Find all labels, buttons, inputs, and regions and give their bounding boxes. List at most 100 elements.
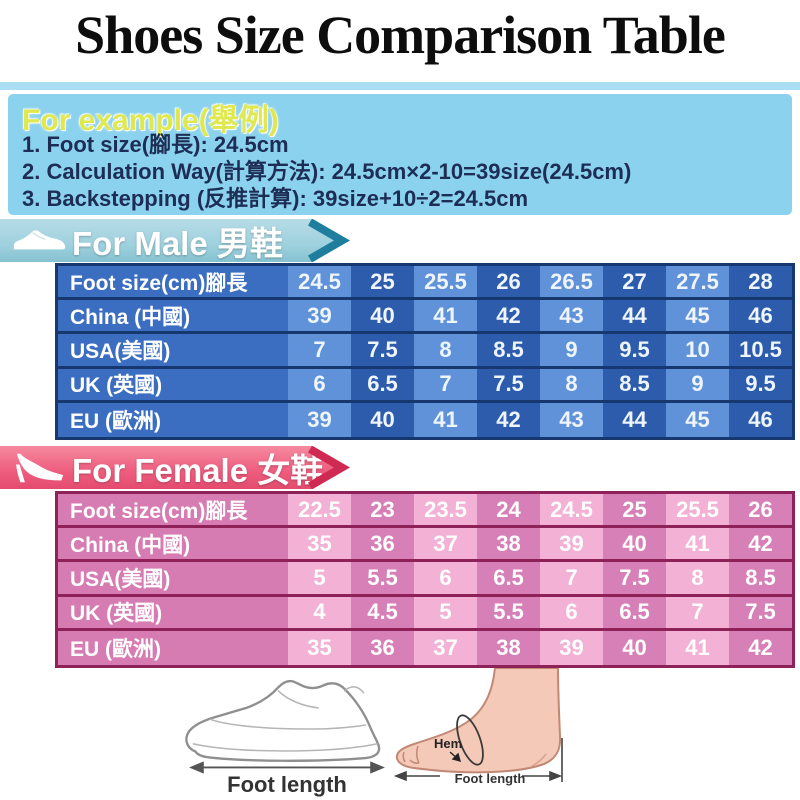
title-divider (0, 82, 800, 90)
size-row-label: EU (歐洲) (58, 402, 288, 437)
size-value-cell: 46 (729, 300, 792, 335)
size-value-cell: 45 (666, 300, 729, 335)
size-value-cell: 25 (603, 494, 666, 529)
size-value-cell: 37 (414, 528, 477, 563)
size-row-label: China (中國) (58, 300, 288, 335)
size-value-cell: 40 (351, 402, 414, 437)
size-value-cell: 4 (288, 596, 351, 631)
size-value-cell: 42 (729, 528, 792, 563)
size-value-cell: 9 (666, 368, 729, 403)
size-value-cell: 42 (729, 630, 792, 665)
sneaker-sketch (185, 679, 385, 774)
foot-diagram (393, 668, 563, 782)
size-value-cell: 38 (477, 528, 540, 563)
size-value-cell: 23 (351, 494, 414, 529)
size-value-cell: 37 (414, 630, 477, 665)
size-value-cell: 25.5 (666, 494, 729, 529)
size-value-cell: 6 (414, 562, 477, 597)
female-banner-label: For Female 女鞋 (72, 451, 324, 489)
female-banner-arrow-icon (307, 446, 350, 489)
size-value-cell: 36 (351, 630, 414, 665)
example-line-foot-size: 1. Foot size(腳長): 24.5cm (22, 132, 289, 157)
male-banner-label: For Male 男鞋 (72, 224, 283, 262)
female-banner-band: For Female 女鞋 (0, 446, 345, 489)
size-value-cell: 9.5 (729, 368, 792, 403)
size-value-cell: 40 (603, 528, 666, 563)
high-heel-icon (16, 453, 64, 483)
size-value-cell: 42 (477, 300, 540, 335)
size-value-cell: 7.5 (729, 596, 792, 631)
size-value-cell: 5 (288, 562, 351, 597)
foot-length-label: Foot length (454, 771, 526, 786)
size-value-cell: 41 (666, 528, 729, 563)
size-value-cell: 6.5 (603, 596, 666, 631)
size-value-cell: 7 (414, 368, 477, 403)
example-heading: For example(舉例) (22, 104, 279, 137)
size-value-cell: 39 (540, 630, 603, 665)
size-value-cell: 41 (414, 402, 477, 437)
size-value-cell: 43 (540, 402, 603, 437)
size-value-cell: 10.5 (729, 334, 792, 369)
hem-girth-loop (456, 714, 484, 766)
size-row-label: UK (英國) (58, 368, 288, 403)
size-value-cell: 8 (666, 562, 729, 597)
size-value-cell: 27.5 (666, 266, 729, 301)
size-value-cell: 26 (477, 266, 540, 301)
size-row-label: Foot size(cm)腳長 (58, 494, 288, 529)
size-value-cell: 8.5 (477, 334, 540, 369)
size-row-label: EU (歐洲) (58, 630, 288, 665)
size-value-cell: 26.5 (540, 266, 603, 301)
male-banner-arrow-icon (307, 219, 350, 262)
size-value-cell: 6 (288, 368, 351, 403)
size-value-cell: 43 (540, 300, 603, 335)
size-value-cell: 8.5 (729, 562, 792, 597)
male-section-banner: For Male 男鞋 (0, 219, 400, 262)
size-row-label: USA(美國) (58, 562, 288, 597)
female-section-banner: For Female 女鞋 (0, 446, 400, 489)
hem-label: Hem (434, 736, 463, 751)
size-value-cell: 7.5 (477, 368, 540, 403)
female-size-table: Foot size(cm)腳長 22.5 23 23.5 24 24.5 25 25.5 26 C… (55, 491, 795, 668)
size-value-cell: 9.5 (603, 334, 666, 369)
size-value-cell: 38 (477, 630, 540, 665)
size-value-cell: 7 (666, 596, 729, 631)
size-value-cell: 41 (414, 300, 477, 335)
shoe-foot-length-caption: Foot length (227, 772, 347, 797)
size-value-cell: 5.5 (351, 562, 414, 597)
size-value-cell: 36 (351, 528, 414, 563)
size-value-cell: 25 (351, 266, 414, 301)
size-value-cell: 10 (666, 334, 729, 369)
size-value-cell: 7 (288, 334, 351, 369)
size-value-cell: 35 (288, 630, 351, 665)
example-line-backstepping: 3. Backstepping (反推計算): 39size+10÷2=24.5… (22, 186, 529, 211)
size-value-cell: 44 (603, 402, 666, 437)
size-value-cell: 4.5 (351, 596, 414, 631)
size-value-cell: 23.5 (414, 494, 477, 529)
mens-shoe-icon (13, 230, 66, 250)
size-value-cell: 9 (540, 334, 603, 369)
size-value-cell: 6.5 (351, 368, 414, 403)
size-value-cell: 8 (540, 368, 603, 403)
size-value-cell: 8.5 (603, 368, 666, 403)
size-value-cell: 24.5 (540, 494, 603, 529)
size-value-cell: 27 (603, 266, 666, 301)
size-value-cell: 26 (729, 494, 792, 529)
size-value-cell: 7 (540, 562, 603, 597)
size-value-cell: 40 (351, 300, 414, 335)
size-value-cell: 39 (288, 300, 351, 335)
size-value-cell: 39 (540, 528, 603, 563)
example-section: For example(舉例) 1. Foot size(腳長): 24.5cm… (8, 94, 792, 215)
size-value-cell: 41 (666, 630, 729, 665)
size-value-cell: 42 (477, 402, 540, 437)
size-row-label: USA(美國) (58, 334, 288, 369)
size-value-cell: 22.5 (288, 494, 351, 529)
size-value-cell: 40 (603, 630, 666, 665)
size-value-cell: 39 (288, 402, 351, 437)
size-row-label: UK (英國) (58, 596, 288, 631)
size-value-cell: 6.5 (477, 562, 540, 597)
size-value-cell: 5.5 (477, 596, 540, 631)
size-value-cell: 7.5 (351, 334, 414, 369)
size-value-cell: 28 (729, 266, 792, 301)
size-value-cell: 24 (477, 494, 540, 529)
size-value-cell: 25.5 (414, 266, 477, 301)
